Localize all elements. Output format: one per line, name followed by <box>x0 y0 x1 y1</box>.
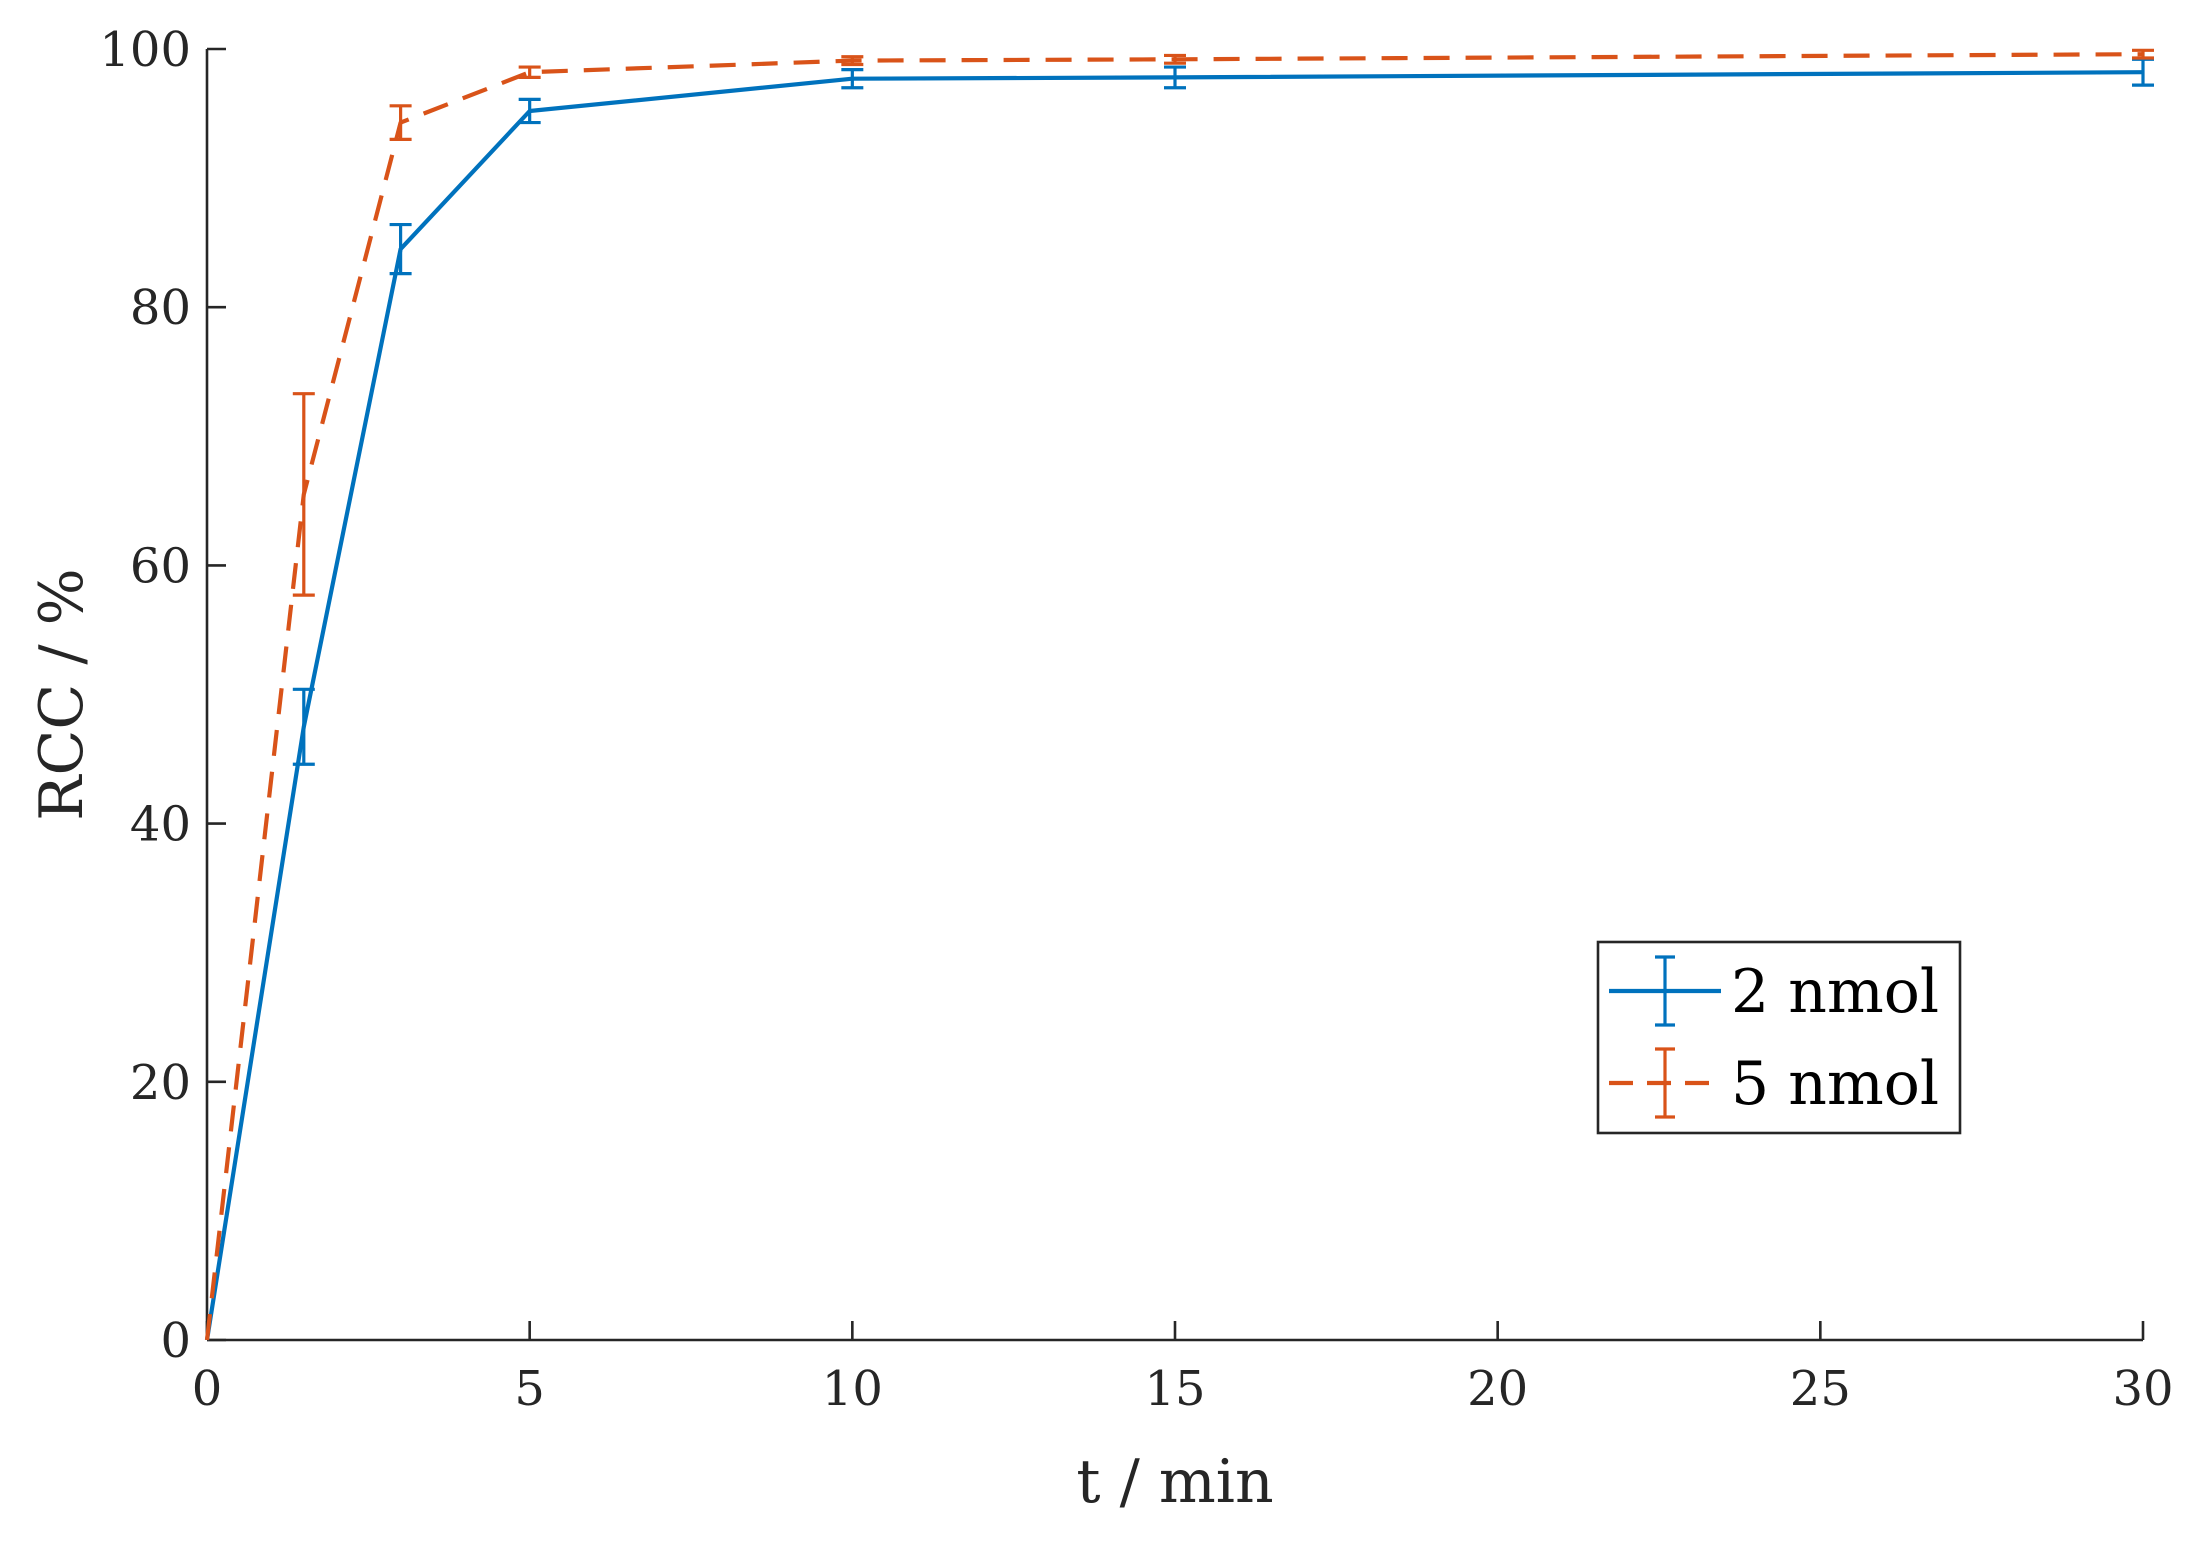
error-bar <box>841 55 864 67</box>
legend: 2 nmol 5 nmol <box>1596 940 1962 1135</box>
legend-box <box>1596 940 1962 1135</box>
x-axis-title: t / min <box>1076 1447 1273 1517</box>
series-1 <box>204 57 2154 1341</box>
legend-label: 2 nmol <box>1731 957 1939 1027</box>
error-bar <box>292 392 315 597</box>
error-bar <box>2132 48 2154 60</box>
error-bar <box>1164 53 1186 65</box>
y-tick-label: 20 <box>130 1055 191 1111</box>
x-tick-label: 15 <box>1144 1361 1205 1417</box>
x-tick-label: 0 <box>192 1361 223 1417</box>
error-bar <box>1164 65 1186 90</box>
x-tick-label: 5 <box>514 1361 545 1417</box>
series-line <box>204 52 2144 1341</box>
x-tick-label: 10 <box>822 1361 883 1417</box>
error-bar <box>518 65 541 80</box>
x-tick-label: 25 <box>1790 1361 1851 1417</box>
axes-layer: 0 5 10 15 20 25 30 0 20 40 60 80 100 <box>99 22 2173 1417</box>
y-tick-label: 100 <box>99 22 191 78</box>
series-line <box>204 70 2144 1341</box>
y-tick-label: 80 <box>130 280 191 336</box>
x-tick-label: 30 <box>2112 1361 2173 1417</box>
y-axis-title: RCC / % <box>27 568 97 820</box>
x-tick-label: 20 <box>1467 1361 1528 1417</box>
error-bar <box>389 222 412 276</box>
series-2 <box>204 48 2154 1341</box>
legend-item: 2 nmol <box>1609 955 1939 1027</box>
error-bar <box>292 687 315 766</box>
legend-item: 5 nmol <box>1609 1047 1939 1119</box>
y-tick-label: 60 <box>130 538 191 594</box>
y-tick-label: 0 <box>160 1313 191 1369</box>
legend-label: 5 nmol <box>1731 1049 1939 1119</box>
error-bar <box>518 97 541 125</box>
series-layer <box>204 48 2154 1341</box>
y-tick-label: 40 <box>130 797 191 853</box>
error-bar <box>389 104 412 141</box>
error-bar <box>841 68 864 90</box>
